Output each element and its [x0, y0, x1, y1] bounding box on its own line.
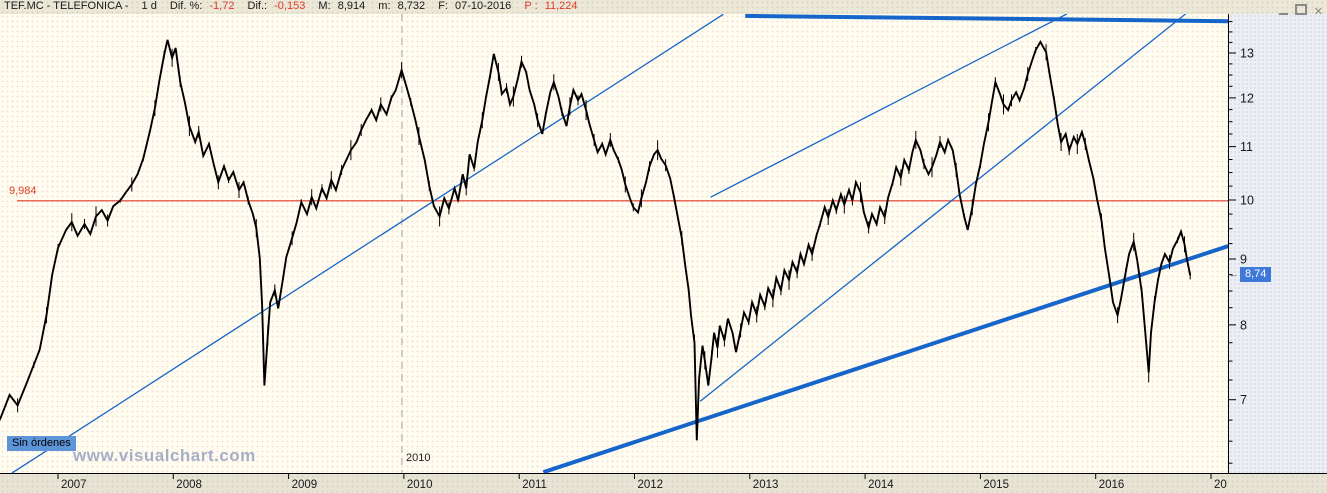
orders-status-chip[interactable]: Sin órdenes — [7, 436, 76, 451]
dif-pct-value: -1,72 — [209, 0, 235, 12]
dif-pct-label: Dif. %: — [169, 0, 203, 12]
close-icon: ✕ — [1313, 6, 1323, 18]
title-timeframe: 1 d — [141, 0, 157, 12]
close-button[interactable]: ✕ — [1314, 2, 1323, 20]
session-marker-label: 2010 — [406, 452, 431, 464]
price-series — [0, 39, 1192, 441]
min-label: m: — [378, 0, 391, 12]
time-axis-label: 2015 — [983, 479, 1009, 491]
time-axis-label: 2011 — [522, 479, 547, 491]
minimize-icon — [1278, 4, 1288, 15]
date-label: F: — [438, 0, 448, 12]
trendline-rising-trend-thin-2[interactable] — [710, 14, 1068, 198]
time-axis-label: 2012 — [638, 479, 664, 491]
last-value: 11,224 — [544, 0, 578, 12]
visualchart-watermark: www.visualchart.com — [73, 446, 256, 465]
maximize-icon — [1294, 4, 1307, 15]
dif-label: Dif.: — [247, 0, 268, 12]
price-level-label: 9,984 — [9, 185, 37, 197]
window-controls: ✕ — [1278, 2, 1323, 20]
time-axis-label: 2008 — [176, 479, 202, 491]
trendline-rising-trend-thin-1[interactable] — [11, 14, 724, 473]
price-axis-label: 10 — [1240, 194, 1254, 208]
time-axis-label: 2014 — [868, 479, 894, 491]
time-axis-label: 2009 — [292, 479, 318, 491]
price-axis-label: 9 — [1240, 253, 1247, 267]
minimize-button[interactable] — [1278, 2, 1288, 20]
title-symbol: TEF.MC - TELEFONICA - — [4, 0, 129, 12]
trendline-rising-support-thick[interactable] — [542, 244, 1228, 473]
last-label: P : — [524, 0, 538, 12]
time-axis-label: 2016 — [1099, 479, 1125, 491]
time-axis-label: 2013 — [753, 479, 779, 491]
time-axis-label: 2010 — [407, 479, 433, 491]
last-price-marker: ← 8,74 — [1229, 267, 1272, 282]
maximize-button[interactable] — [1294, 2, 1307, 20]
trendline-rising-trend-thin-3[interactable] — [699, 14, 1187, 402]
chart-titlebar: TEF.MC - TELEFONICA - 1 d Dif. %: -1,72 … — [0, 0, 1327, 14]
time-axis-label: 20 — [1214, 479, 1227, 491]
trendline-upper-channel-thick[interactable] — [745, 14, 1228, 24]
price-axis-margin — [1229, 14, 1327, 474]
price-axis-label: 13 — [1240, 47, 1254, 61]
max-value: 8,914 — [337, 0, 366, 12]
price-axis-label: 8 — [1240, 318, 1247, 332]
price-axis-label: 11 — [1240, 140, 1253, 154]
price-axis-label: 12 — [1240, 91, 1254, 105]
last-price-badge: 8,74 — [1240, 267, 1272, 282]
dif-value: -0,153 — [274, 0, 306, 12]
max-label: M: — [318, 0, 331, 12]
time-axis-band — [0, 474, 1327, 493]
price-axis-label: 7 — [1240, 393, 1247, 407]
min-value: 8,732 — [397, 0, 426, 12]
date-value: 07-10-2016 — [455, 0, 512, 12]
left-arrow-icon: ← — [1229, 269, 1239, 280]
time-axis-label: 2007 — [61, 479, 87, 491]
